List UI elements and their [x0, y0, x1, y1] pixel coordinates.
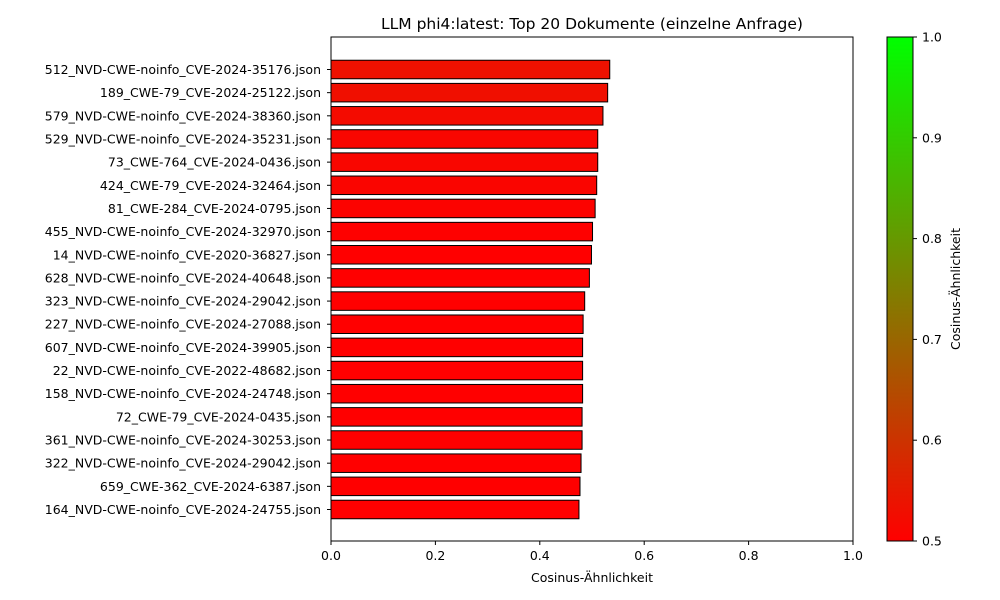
- bar: [330, 499, 580, 520]
- category-label: 512_NVD-CWE-noinfo_CVE-2024-35176.json: [45, 62, 321, 77]
- bar: [330, 245, 592, 265]
- colorbar-ticks: 0.5 0.6 0.7 0.8 0.9 1.0: [913, 30, 942, 549]
- bar: [330, 152, 599, 172]
- category-label: 189_CWE-79_CVE-2024-25122.json: [100, 85, 321, 100]
- category-label: 579_NVD-CWE-noinfo_CVE-2024-38360.json: [45, 108, 321, 123]
- colorbar-tick-label: 0.9: [922, 130, 942, 145]
- bar: [330, 106, 604, 126]
- category-label: 227_NVD-CWE-noinfo_CVE-2024-27088.json: [45, 317, 321, 332]
- plot-frame: [330, 36, 854, 542]
- bars-layer: [330, 59, 611, 520]
- category-label: 424_CWE-79_CVE-2024-32464.json: [100, 178, 321, 193]
- category-label: 164_NVD-CWE-noinfo_CVE-2024-24755.json: [45, 502, 321, 517]
- category-label: 628_NVD-CWE-noinfo_CVE-2024-40648.json: [45, 270, 321, 285]
- bar: [330, 221, 594, 242]
- bar: [330, 82, 609, 103]
- bar: [330, 291, 586, 311]
- x-tick-label: 0.6: [634, 548, 654, 563]
- colorbar-label: Cosinus-Ähnlichkeit: [948, 228, 963, 350]
- bar: [330, 337, 584, 358]
- x-tick-label: 0.0: [321, 548, 341, 563]
- bar: [330, 383, 584, 404]
- category-label: 73_CWE-764_CVE-2024-0436.json: [108, 155, 321, 170]
- category-label: 361_NVD-CWE-noinfo_CVE-2024-30253.json: [45, 433, 321, 448]
- bar: [330, 59, 611, 80]
- x-tick-label: 0.2: [425, 548, 445, 563]
- colorbar-tick-label: 0.6: [922, 433, 942, 448]
- bar: [330, 198, 596, 219]
- category-labels: 512_NVD-CWE-noinfo_CVE-2024-35176.json 18…: [45, 62, 331, 517]
- category-label: 455_NVD-CWE-noinfo_CVE-2024-32970.json: [45, 224, 321, 239]
- bar: [330, 314, 584, 335]
- x-tick-label: 0.4: [530, 548, 550, 563]
- colorbar-tick-label: 1.0: [922, 30, 942, 45]
- category-label: 529_NVD-CWE-noinfo_CVE-2024-35231.json: [45, 131, 321, 146]
- category-label: 323_NVD-CWE-noinfo_CVE-2024-29042.json: [45, 294, 321, 309]
- bar: [330, 476, 581, 497]
- category-label: 81_CWE-284_CVE-2024-0795.json: [108, 201, 321, 216]
- category-label: 158_NVD-CWE-noinfo_CVE-2024-24748.json: [45, 386, 321, 401]
- category-label: 607_NVD-CWE-noinfo_CVE-2024-39905.json: [45, 340, 321, 355]
- x-tick-label: 1.0: [843, 548, 863, 563]
- bar: [330, 430, 583, 450]
- bar: [330, 129, 599, 149]
- x-axis-label: Cosinus-Ähnlichkeit: [531, 570, 653, 585]
- colorbar-tick-label: 0.8: [922, 231, 942, 246]
- chart-title: LLM phi4:latest: Top 20 Dokumente (einze…: [381, 15, 803, 33]
- bar: [330, 268, 590, 288]
- colorbar: [886, 36, 914, 542]
- colorbar-tick-label: 0.5: [922, 534, 942, 549]
- category-label: 14_NVD-CWE-noinfo_CVE-2020-36827.json: [53, 247, 321, 262]
- x-tick-label: 0.8: [739, 548, 759, 563]
- bar: [330, 175, 598, 196]
- bar: [330, 453, 582, 473]
- category-label: 22_NVD-CWE-noinfo_CVE-2022-48682.json: [53, 363, 321, 378]
- colorbar-tick-label: 0.7: [922, 332, 942, 347]
- category-label: 322_NVD-CWE-noinfo_CVE-2024-29042.json: [45, 456, 321, 471]
- category-label: 659_CWE-362_CVE-2024-6387.json: [100, 479, 321, 494]
- bar: [330, 407, 583, 427]
- bar: [330, 360, 584, 381]
- category-label: 72_CWE-79_CVE-2024-0435.json: [116, 409, 321, 424]
- x-axis-ticks: 0.0 0.2 0.4 0.6 0.8 1.0: [321, 541, 863, 563]
